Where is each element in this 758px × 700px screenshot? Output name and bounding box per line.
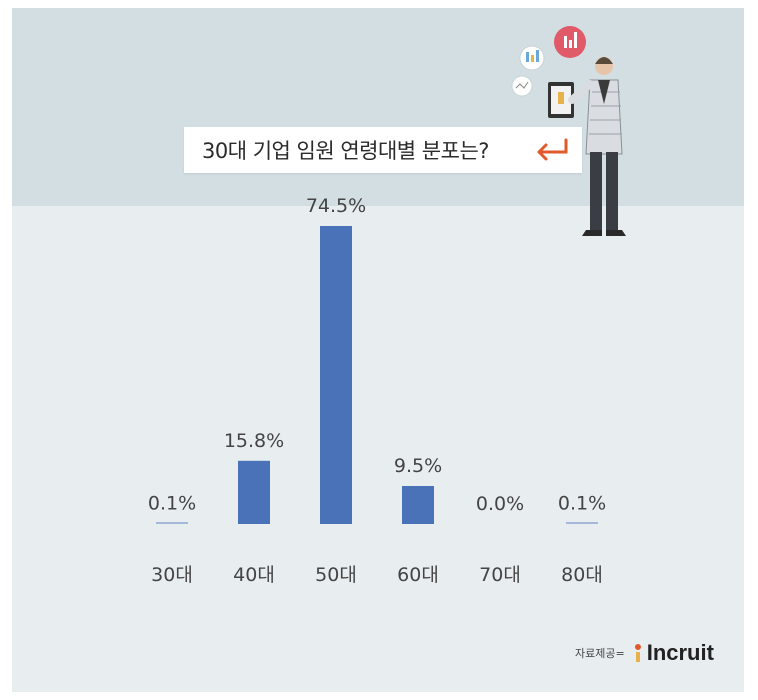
bar-40대: [238, 460, 270, 524]
category-label: 30대: [151, 564, 193, 586]
category-label: 80대: [561, 564, 603, 586]
person-with-tablet-illustration: [511, 26, 626, 236]
return-arrow-icon: [537, 138, 568, 161]
category-label: 60대: [397, 564, 439, 586]
bar-50대: [320, 226, 352, 524]
value-label: 0.0%: [476, 493, 524, 515]
category-label: 50대: [315, 564, 357, 586]
title-box: 30대 기업 임원 연령대별 분포는?: [184, 127, 582, 173]
source-credit: 자료제공= Incruit: [575, 638, 714, 668]
bar-chart: 0.1% 30대 15.8% 40대 74.5% 50대 9.5% 60대 0.0% 70대 0.1…: [148, 195, 606, 586]
value-label: 0.1%: [558, 493, 606, 515]
value-label: 15.8%: [224, 430, 284, 452]
category-label: 40대: [233, 564, 275, 586]
value-label: 74.5%: [306, 195, 366, 217]
chart-title: 30대 기업 임원 연령대별 분포는?: [202, 139, 489, 163]
bar-60대: [402, 486, 434, 524]
header-band: [12, 8, 744, 206]
value-label: 9.5%: [394, 455, 442, 477]
category-label: 70대: [479, 564, 521, 586]
value-label: 0.1%: [148, 493, 196, 515]
infographic-frame: 30대 기업 임원 연령대별 분포는? 0.1% 30대 15.8% 40대 74.5%…: [12, 8, 744, 692]
source-brand: Incruit: [646, 640, 714, 665]
source-label: 자료제공=: [575, 647, 625, 660]
incruit-logo-icon: [634, 644, 641, 662]
